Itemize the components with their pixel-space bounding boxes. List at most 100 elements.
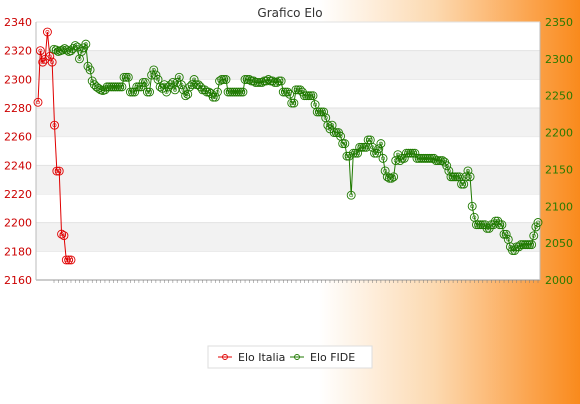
elo-fide-point-core (368, 138, 373, 142)
elo-fide-point (533, 218, 543, 227)
left-tick-label: 2160 (4, 274, 32, 287)
legend: Elo Italia Elo FIDE (207, 345, 373, 369)
elo-fide-point (147, 70, 157, 80)
elo-fide-point-core (536, 220, 540, 225)
elo-fide-point-core (156, 77, 160, 82)
right-tick-label: 2200 (545, 127, 573, 140)
elo-fide-point-core (470, 204, 475, 209)
elo-fide-point-core (463, 174, 468, 179)
elo-italia-point (35, 46, 45, 56)
legend-swatch-point (222, 354, 228, 360)
right-tick-label: 2350 (545, 16, 573, 29)
elo-fide-point (62, 45, 72, 55)
right-tick-label: 2050 (545, 237, 573, 250)
elo-fide-point (340, 139, 350, 149)
elo-fide-point (140, 77, 150, 87)
elo-fide-point (444, 166, 454, 176)
left-tick-label: 2300 (4, 73, 32, 86)
elo-fide-point (308, 91, 318, 101)
left-tick-label: 2220 (4, 188, 32, 201)
elo-fide-point (221, 75, 231, 84)
elo-fide-point (123, 72, 133, 82)
elo-fide-point (210, 92, 220, 102)
chart-title: Grafico Elo (257, 6, 322, 20)
elo-italia-point-core (62, 233, 66, 238)
elo-fide-point (155, 82, 165, 92)
elo-fide-point-core (381, 156, 385, 161)
x-axis (53, 280, 539, 283)
elo-fide-point (531, 222, 541, 232)
elo-fide-point (461, 172, 471, 182)
elo-fide-point (376, 139, 386, 149)
left-tick-label: 2340 (4, 16, 32, 29)
elo-fide-point-core (383, 169, 388, 173)
elo-fide-point (181, 91, 191, 101)
elo-fide-point-core (468, 174, 472, 179)
elo-fide-point-core (153, 73, 158, 77)
elo-fide-point (353, 148, 363, 158)
elo-fide-point (529, 231, 539, 241)
elo-fide-point-core (323, 115, 328, 120)
elo-fide-point (283, 87, 292, 97)
elo-italia-point (57, 229, 67, 239)
elo-fide-point-core (379, 141, 383, 146)
elo-fide-point-core (88, 68, 92, 72)
elo-fide-point-core (393, 158, 398, 163)
elo-italia-point-core (40, 60, 45, 65)
elo-fide-point-core (147, 90, 152, 94)
elo-fide-point-core (241, 90, 245, 94)
elo-fide-point-core (279, 79, 284, 83)
elo-fide-point (378, 153, 388, 163)
elo-fide-point-core (500, 222, 504, 227)
elo-fide-point-core (83, 42, 88, 47)
elo-fide-point-core (173, 87, 177, 92)
elo-fide-point (501, 229, 511, 239)
elo-fide-point (380, 166, 390, 176)
elo-fide-point (185, 82, 195, 92)
right-tick-label: 2250 (545, 90, 573, 103)
elo-fide-point (429, 153, 439, 163)
elo-fide-point (85, 65, 95, 75)
elo-fide-point (346, 190, 356, 200)
elo-italia-point (45, 51, 55, 61)
elo-fide-point-core (287, 92, 292, 97)
elo-fide-point (176, 80, 186, 90)
elo-fide-point-core (321, 110, 326, 114)
elo-fide-point (395, 156, 405, 166)
elo-fide-point (389, 172, 399, 182)
elo-italia-point-core (57, 169, 62, 173)
elo-fide-point (149, 65, 159, 75)
elo-fide-point (151, 70, 161, 80)
left-tick-label: 2180 (4, 245, 32, 258)
left-axis: 2160 2180 2200 2220 2240 2260 2280 2300 2320 2340 (4, 16, 32, 287)
elo-italia-point-core (36, 100, 40, 105)
elo-fide-point (213, 87, 222, 97)
elo-italia-point (38, 57, 48, 67)
legend-item-elo-fide: Elo FIDE (290, 351, 355, 364)
elo-fide-point (51, 45, 61, 55)
elo-italia-point-core (69, 258, 73, 262)
left-tick-label: 2280 (4, 102, 32, 115)
elo-italia-point (54, 166, 64, 176)
elo-fide-point (467, 201, 477, 211)
elo-fide-point (285, 89, 295, 99)
elo-italia-point-core (38, 48, 43, 53)
elo-fide-point-core (126, 75, 131, 80)
elo-fide-point-core (355, 151, 360, 156)
elo-fide-point-core (215, 90, 220, 94)
elo-italia-point-core (52, 123, 57, 128)
elo-fide-point-core (461, 182, 466, 187)
elo-fide-point-core (391, 174, 396, 179)
elo-italia-point (50, 120, 59, 130)
elo-fide-point (94, 83, 104, 93)
elo-fide-point-core (77, 56, 82, 61)
right-tick-label: 2300 (545, 53, 573, 66)
elo-fide-point-core (139, 84, 143, 89)
elo-fide-point-core (338, 134, 343, 139)
grid-band (36, 108, 540, 137)
elo-fide-point-core (466, 169, 470, 173)
elo-fide-point (261, 76, 271, 86)
elo-fide-point (289, 98, 299, 108)
elo-fide-point-core (529, 242, 534, 247)
